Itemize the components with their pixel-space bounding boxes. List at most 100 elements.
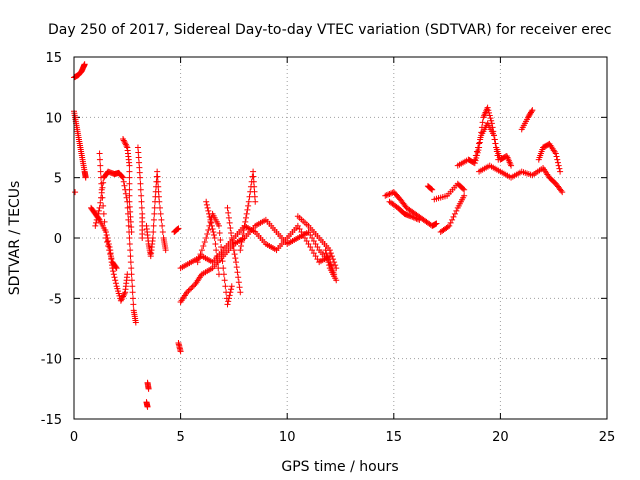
data-point <box>175 225 182 232</box>
data-point <box>100 202 107 209</box>
data-point <box>212 241 219 248</box>
data-point <box>110 268 117 275</box>
data-point <box>206 213 213 220</box>
data-point <box>151 204 158 211</box>
data-point <box>232 255 239 262</box>
data-point <box>226 292 233 299</box>
data-point <box>105 243 112 250</box>
x-axis-label: GPS time / hours <box>281 459 398 475</box>
data-point <box>138 192 145 199</box>
data-point <box>429 186 436 193</box>
data-point <box>252 198 259 205</box>
data-point <box>149 235 156 241</box>
data-point <box>508 162 515 169</box>
data-point <box>185 287 192 294</box>
data-point <box>209 225 216 232</box>
data-point <box>228 235 235 241</box>
data-point <box>251 188 258 195</box>
data-point <box>312 253 319 260</box>
data-point <box>158 216 165 223</box>
data-point <box>203 198 210 205</box>
data-point <box>559 189 566 196</box>
data-point <box>450 213 457 220</box>
data-point <box>154 178 161 185</box>
data-point <box>461 192 468 199</box>
data-point <box>121 182 128 189</box>
data-point <box>207 216 214 223</box>
data-point <box>130 301 137 308</box>
data-points <box>71 61 566 410</box>
data-point <box>102 235 109 241</box>
data-point <box>126 168 133 175</box>
data-point <box>529 107 536 114</box>
data-point <box>208 219 215 226</box>
data-point <box>312 241 319 248</box>
data-point <box>409 213 416 220</box>
data-point <box>129 289 136 296</box>
data-point <box>225 298 232 305</box>
data-point <box>136 169 143 176</box>
data-point <box>307 231 314 238</box>
data-point <box>240 226 247 233</box>
data-point <box>217 237 224 244</box>
data-point <box>556 165 563 172</box>
data-point <box>127 213 134 220</box>
data-point <box>242 214 249 221</box>
data-point <box>103 231 110 238</box>
data-point <box>215 265 222 272</box>
data-point <box>310 238 317 245</box>
data-point <box>301 235 308 241</box>
data-point <box>386 190 393 197</box>
data-point <box>99 194 106 201</box>
y-tick-label: 5 <box>54 172 62 187</box>
data-point <box>449 216 456 223</box>
data-point <box>204 230 211 237</box>
data-point <box>155 193 162 200</box>
data-point <box>416 216 423 223</box>
data-point <box>447 219 454 226</box>
data-point <box>183 289 190 296</box>
data-point <box>112 280 119 287</box>
data-point <box>112 264 119 271</box>
data-point <box>323 253 330 260</box>
data-point <box>81 61 88 68</box>
data-point <box>100 210 107 217</box>
data-point <box>410 214 417 221</box>
data-point <box>104 239 111 246</box>
data-point <box>461 186 468 193</box>
data-point <box>200 243 207 250</box>
data-point <box>95 207 102 214</box>
data-point <box>451 210 458 217</box>
data-point <box>123 143 130 150</box>
data-point <box>494 152 501 159</box>
data-point <box>129 295 136 302</box>
data-point <box>126 180 133 187</box>
data-point <box>186 286 193 293</box>
data-point <box>486 112 493 119</box>
data-point <box>127 218 134 225</box>
data-point <box>128 265 135 272</box>
data-point <box>236 284 243 291</box>
data-point <box>242 218 249 225</box>
data-point <box>213 247 220 254</box>
data-point <box>138 198 145 205</box>
data-point <box>383 192 390 199</box>
data-point <box>244 206 251 213</box>
data-point <box>485 107 492 114</box>
data-point <box>159 222 166 229</box>
data-point <box>218 251 225 258</box>
data-point <box>235 279 242 286</box>
data-point <box>322 247 329 254</box>
data-point <box>97 199 104 206</box>
data-point <box>122 190 129 197</box>
data-point <box>174 225 181 232</box>
data-point <box>72 189 79 196</box>
data-point <box>210 228 217 235</box>
data-point <box>307 244 314 251</box>
data-point <box>486 109 493 116</box>
data-point <box>427 185 434 192</box>
x-tick-label: 0 <box>70 430 78 445</box>
data-point <box>251 183 258 190</box>
data-point <box>127 247 134 254</box>
